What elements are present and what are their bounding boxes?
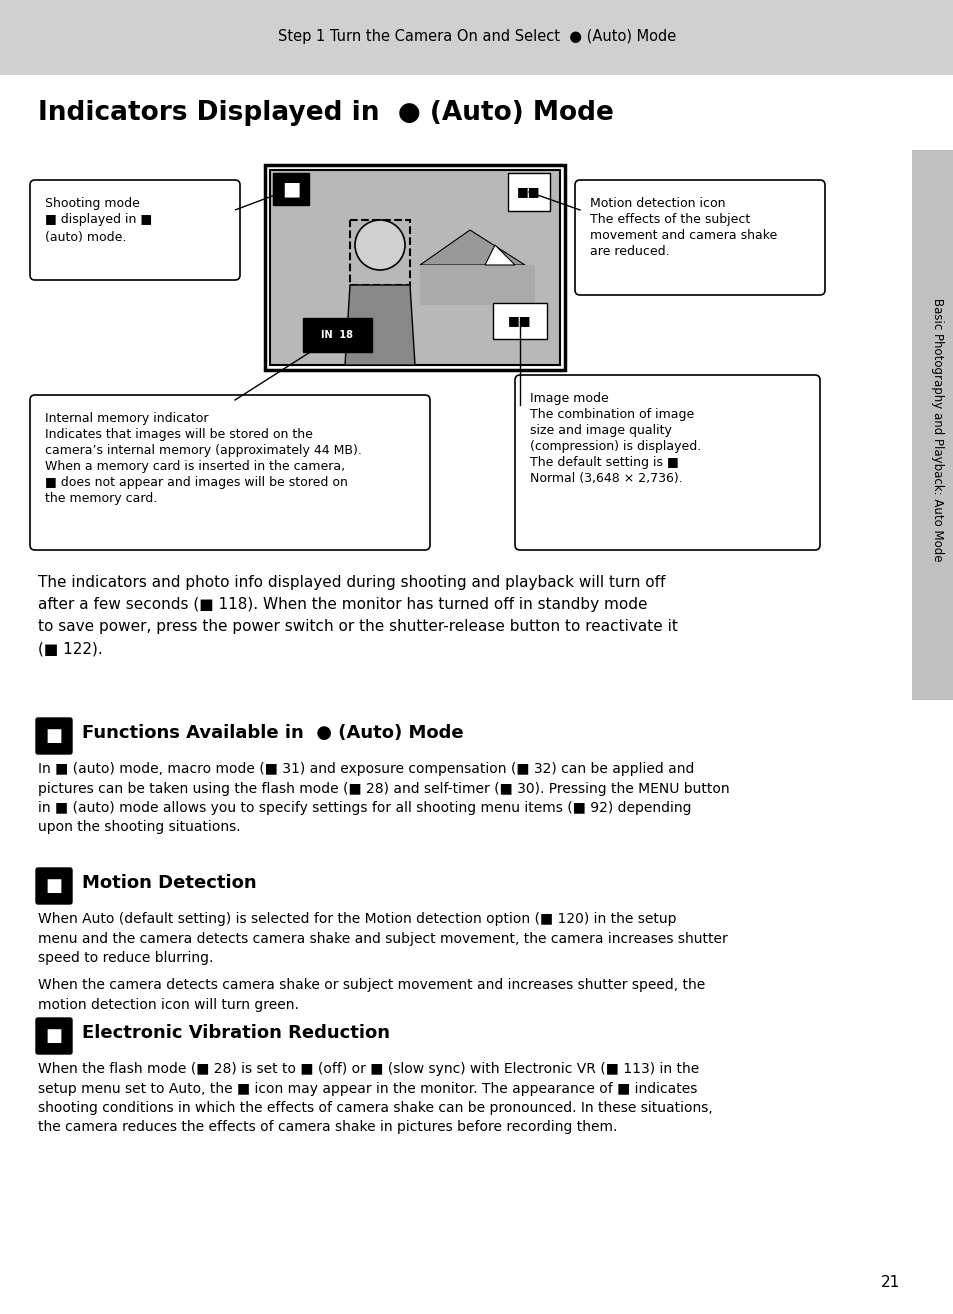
Text: ■■: ■■ <box>508 314 531 327</box>
Text: Normal (3,648 × 2,736).: Normal (3,648 × 2,736). <box>530 472 682 485</box>
FancyBboxPatch shape <box>273 173 309 205</box>
Text: The default setting is ■: The default setting is ■ <box>530 456 678 469</box>
Text: Step 1 Turn the Camera On and Select  ● (Auto) Mode: Step 1 Turn the Camera On and Select ● (… <box>277 29 676 45</box>
Text: Shooting mode: Shooting mode <box>45 197 140 210</box>
Text: are reduced.: are reduced. <box>589 244 669 258</box>
Text: size and image quality: size and image quality <box>530 424 671 438</box>
Text: ■: ■ <box>46 727 63 745</box>
Text: When a memory card is inserted in the camera,: When a memory card is inserted in the ca… <box>45 460 345 473</box>
Text: (auto) mode.: (auto) mode. <box>45 231 126 244</box>
FancyBboxPatch shape <box>911 150 953 700</box>
FancyBboxPatch shape <box>507 173 550 212</box>
Text: (compression) is displayed.: (compression) is displayed. <box>530 440 700 453</box>
FancyBboxPatch shape <box>30 396 430 551</box>
Text: Basic Photography and Playback: Auto Mode: Basic Photography and Playback: Auto Mod… <box>930 298 943 562</box>
Text: ■ does not appear and images will be stored on: ■ does not appear and images will be sto… <box>45 476 348 489</box>
Text: Indicators Displayed in  ● (Auto) Mode: Indicators Displayed in ● (Auto) Mode <box>38 100 613 126</box>
Text: The effects of the subject: The effects of the subject <box>589 213 749 226</box>
Text: the memory card.: the memory card. <box>45 491 157 505</box>
Text: 21: 21 <box>880 1275 899 1290</box>
Circle shape <box>355 219 405 269</box>
Text: Functions Available in  ● (Auto) Mode: Functions Available in ● (Auto) Mode <box>82 724 463 742</box>
Text: Motion detection icon: Motion detection icon <box>589 197 724 210</box>
FancyBboxPatch shape <box>36 717 71 754</box>
Text: When the camera detects camera shake or subject movement and increases shutter s: When the camera detects camera shake or … <box>38 978 704 1012</box>
FancyBboxPatch shape <box>36 869 71 904</box>
Text: ■: ■ <box>46 1028 63 1045</box>
Text: ■: ■ <box>281 180 300 198</box>
Text: Image mode: Image mode <box>530 392 608 405</box>
Text: ■■: ■■ <box>517 185 540 198</box>
FancyBboxPatch shape <box>30 180 240 280</box>
FancyBboxPatch shape <box>575 180 824 296</box>
Text: The combination of image: The combination of image <box>530 409 694 420</box>
Text: camera’s internal memory (approximately 44 MB).: camera’s internal memory (approximately … <box>45 444 361 457</box>
FancyBboxPatch shape <box>303 318 372 352</box>
Text: Indicates that images will be stored on the: Indicates that images will be stored on … <box>45 428 313 442</box>
Text: Internal memory indicator: Internal memory indicator <box>45 413 209 424</box>
Text: ■ displayed in ■: ■ displayed in ■ <box>45 213 152 226</box>
Polygon shape <box>484 244 515 265</box>
FancyBboxPatch shape <box>270 170 559 365</box>
Text: Electronic Vibration Reduction: Electronic Vibration Reduction <box>82 1024 390 1042</box>
Text: Motion Detection: Motion Detection <box>82 874 256 892</box>
FancyBboxPatch shape <box>493 304 546 339</box>
Polygon shape <box>419 230 524 265</box>
FancyBboxPatch shape <box>36 1018 71 1054</box>
FancyBboxPatch shape <box>0 0 953 75</box>
Text: IN  18: IN 18 <box>320 330 353 340</box>
Text: ■: ■ <box>46 876 63 895</box>
FancyBboxPatch shape <box>419 265 535 305</box>
Polygon shape <box>345 285 415 365</box>
Text: The indicators and photo info displayed during shooting and playback will turn o: The indicators and photo info displayed … <box>38 576 678 657</box>
Text: In ■ (auto) mode, macro mode (■ 31) and exposure compensation (■ 32) can be appl: In ■ (auto) mode, macro mode (■ 31) and … <box>38 762 729 834</box>
Text: When Auto (default setting) is selected for the Motion detection option (■ 120) : When Auto (default setting) is selected … <box>38 912 727 964</box>
Text: When the flash mode (■ 28) is set to ■ (off) or ■ (slow sync) with Electronic VR: When the flash mode (■ 28) is set to ■ (… <box>38 1062 712 1134</box>
FancyBboxPatch shape <box>515 374 820 551</box>
Text: movement and camera shake: movement and camera shake <box>589 229 777 242</box>
